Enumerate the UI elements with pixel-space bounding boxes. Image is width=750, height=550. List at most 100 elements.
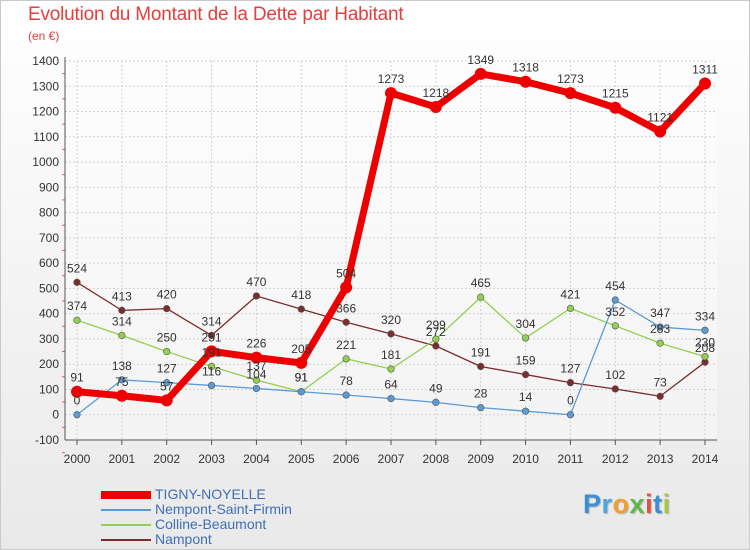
data-label: 49 [429, 381, 443, 395]
data-label: 191 [202, 345, 222, 359]
y-tick-label: 1100 [33, 130, 59, 144]
data-point [432, 398, 440, 406]
x-tick-label: 2012 [602, 452, 629, 466]
data-point [564, 87, 577, 100]
data-label: 75 [115, 375, 129, 389]
data-label: 205 [291, 342, 311, 356]
y-tick-label: 600 [39, 256, 59, 270]
data-label: 465 [471, 276, 491, 290]
data-label: 116 [202, 364, 221, 378]
data-label: 28 [474, 387, 488, 401]
data-label: 102 [605, 368, 625, 382]
legend-label-nempont-saint-firmin: Nempont-Saint-Firmin [155, 501, 292, 517]
x-tick-label: 2006 [333, 452, 360, 466]
data-point [656, 339, 664, 347]
data-label: 226 [246, 337, 266, 351]
y-tick-label: -100 [35, 433, 59, 447]
x-tick-label: 2003 [198, 452, 225, 466]
data-point [566, 379, 575, 387]
data-point [387, 330, 395, 338]
data-point [297, 305, 305, 313]
data-label: 299 [426, 318, 446, 332]
data-label: 374 [67, 299, 87, 313]
data-label: 1318 [512, 61, 539, 75]
data-point [73, 278, 81, 286]
y-tick-label: 1300 [32, 79, 59, 93]
data-label: 366 [336, 301, 356, 315]
data-point [163, 347, 171, 356]
data-point [163, 305, 171, 313]
data-label: 91 [70, 371, 84, 385]
data-point [566, 304, 575, 312]
data-label: 1273 [557, 72, 584, 86]
data-point [521, 407, 530, 415]
data-point [340, 281, 353, 294]
data-label: 504 [336, 266, 356, 280]
legend-label-colline-beaumont: Colline-Beaumont [155, 516, 267, 532]
data-label: 1121 [647, 110, 673, 124]
data-label: 191 [471, 345, 491, 359]
data-label: 347 [650, 306, 670, 320]
data-point [521, 334, 530, 342]
data-label: 1273 [378, 72, 405, 86]
y-tick-label: 100 [39, 382, 59, 396]
data-label: 454 [605, 279, 625, 293]
data-point [252, 384, 261, 393]
data-label: 314 [202, 314, 222, 328]
data-label: 470 [246, 275, 266, 289]
data-label: 230 [695, 336, 715, 350]
data-point [73, 316, 81, 324]
data-label: 272 [426, 325, 446, 339]
y-tick-label: 0 [52, 408, 59, 422]
data-point [115, 389, 128, 402]
data-point [295, 356, 308, 369]
data-label: 73 [653, 375, 667, 389]
data-point [118, 331, 126, 339]
y-tick-label: 400 [39, 307, 59, 321]
data-point [118, 376, 126, 384]
x-tick-label: 2007 [378, 452, 405, 466]
x-tick-label: 2010 [512, 452, 539, 466]
data-point [566, 411, 575, 419]
data-label: 251 [202, 330, 222, 344]
data-label: 334 [695, 309, 715, 323]
x-tick-label: 2002 [153, 452, 180, 466]
x-tick-label: 2001 [109, 452, 136, 466]
legend-swatch-tigny-noyelle [101, 491, 151, 499]
data-point [656, 392, 664, 400]
data-point [342, 391, 350, 399]
data-point [342, 318, 350, 326]
data-point [611, 296, 619, 304]
data-point [699, 77, 711, 90]
data-label: 208 [695, 341, 715, 355]
data-label: 91 [295, 371, 309, 385]
data-label: 137 [246, 359, 266, 373]
data-label: 250 [157, 331, 177, 345]
x-tick-label: 2009 [467, 452, 494, 466]
data-point [477, 404, 485, 412]
data-point [250, 351, 263, 364]
data-point [205, 345, 218, 358]
data-label: 1349 [467, 53, 494, 67]
data-point [73, 411, 81, 419]
data-label: 57 [160, 379, 174, 393]
y-tick-label: 900 [39, 180, 59, 194]
data-point [474, 67, 487, 80]
data-point [207, 331, 216, 339]
data-point [252, 292, 261, 300]
legend-swatch-colline-beaumont [101, 524, 151, 526]
legend-label-tigny-noyelle: TIGNY-NOYELLE [155, 486, 266, 502]
data-point [297, 388, 305, 396]
x-tick-label: 2011 [558, 452, 584, 466]
data-point [432, 335, 440, 343]
data-point [387, 394, 395, 403]
data-point [342, 355, 350, 363]
y-tick-label: 500 [39, 281, 59, 295]
x-tick-label: 2005 [288, 452, 315, 466]
data-label: 524 [67, 261, 87, 275]
data-label: 418 [291, 288, 311, 302]
data-label: 221 [336, 338, 356, 352]
data-point [656, 323, 664, 331]
